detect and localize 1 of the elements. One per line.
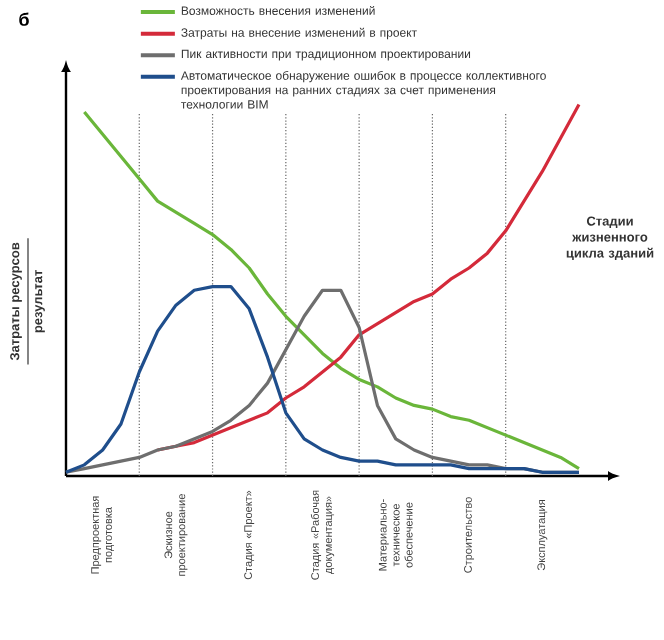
text: б xyxy=(19,12,29,26)
